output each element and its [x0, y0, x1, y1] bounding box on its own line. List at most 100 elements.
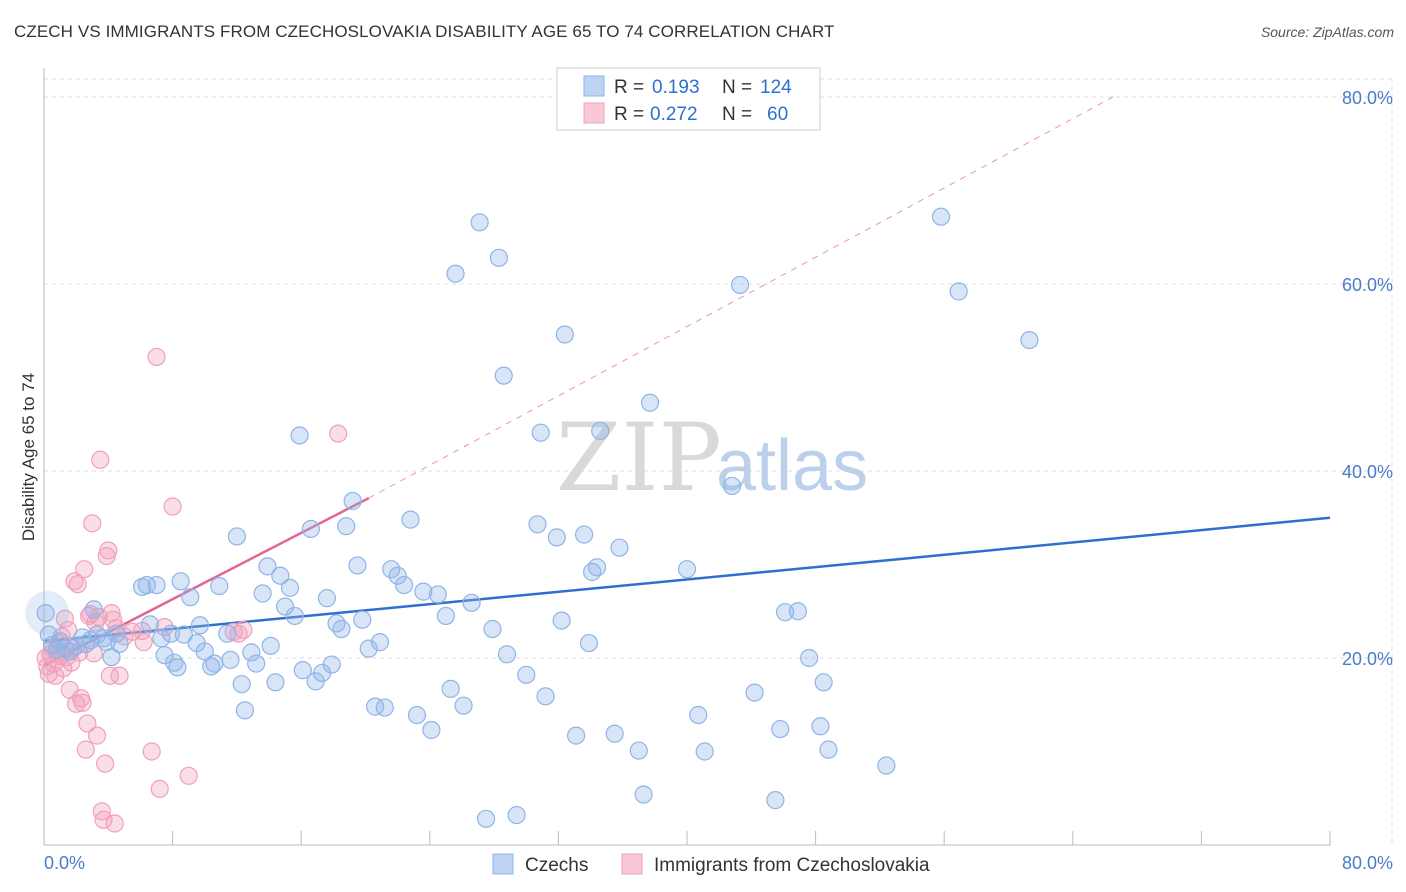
- point-czechs: [155, 646, 174, 665]
- point-czechs: [1020, 331, 1039, 350]
- point-immigrants: [123, 622, 142, 641]
- point-czechs: [605, 724, 624, 743]
- watermark: ZIP atlas: [556, 404, 868, 513]
- point-czechs: [745, 683, 764, 702]
- point-czechs: [689, 705, 708, 725]
- point-czechs: [640, 393, 660, 412]
- point-czechs: [517, 665, 536, 684]
- point-czechs: [218, 624, 237, 643]
- point-czechs: [168, 658, 187, 677]
- legend-swatch-immigrants-bottom: [621, 853, 643, 875]
- point-czechs: [470, 213, 489, 232]
- legend-swatch-immigrants: [583, 102, 605, 124]
- point-immigrants: [110, 666, 129, 685]
- point-immigrants: [68, 575, 87, 594]
- point-immigrants: [134, 633, 153, 652]
- point-immigrants: [55, 609, 74, 628]
- point-czechs: [171, 572, 190, 591]
- point-immigrants: [99, 541, 118, 560]
- point-czechs: [788, 602, 808, 621]
- legend-swatch-czechs-bottom: [492, 853, 514, 875]
- point-immigrants: [142, 742, 161, 761]
- point-czechs: [497, 645, 517, 664]
- point-czechs: [489, 248, 509, 267]
- point-czechs: [55, 639, 74, 658]
- legend-n-value-2: 60: [767, 104, 788, 125]
- point-czechs: [210, 576, 229, 596]
- axes: [43, 68, 1331, 846]
- point-czechs: [634, 785, 653, 804]
- trend-lines: [43, 96, 1331, 667]
- point-immigrants: [83, 514, 102, 533]
- point-immigrants: [95, 754, 115, 773]
- point-immigrants: [100, 666, 120, 685]
- point-czechs: [348, 556, 367, 575]
- point-czechs: [370, 633, 390, 652]
- point-czechs: [446, 264, 465, 283]
- point-immigrants: [234, 620, 253, 640]
- point-czechs: [775, 603, 795, 622]
- legend-n-value-1: 124: [760, 77, 792, 98]
- point-czechs: [536, 687, 555, 706]
- y-tick-label: 40.0%: [1342, 462, 1393, 482]
- point-czechs: [677, 560, 697, 579]
- point-czechs: [507, 805, 526, 825]
- point-czechs: [285, 606, 304, 626]
- y-tick-label: 80.0%: [1342, 88, 1393, 108]
- point-czechs: [161, 624, 181, 643]
- point-czechs: [353, 610, 372, 629]
- point-immigrants: [73, 693, 92, 712]
- legend-r-label-2: R =: [614, 104, 644, 125]
- point-immigrants: [155, 618, 174, 637]
- point-czechs: [819, 740, 838, 759]
- source-label: Source: ZipAtlas.com: [1260, 24, 1394, 40]
- point-czechs: [931, 207, 951, 226]
- point-czechs: [280, 578, 300, 597]
- point-czechs: [293, 661, 312, 680]
- point-czechs: [258, 557, 277, 576]
- point-czechs: [422, 720, 441, 740]
- point-czechs: [547, 528, 566, 547]
- point-czechs: [949, 282, 968, 301]
- point-immigrants: [75, 560, 94, 579]
- point-czechs: [388, 566, 407, 585]
- point-immigrants: [150, 779, 169, 799]
- point-czechs: [107, 624, 126, 643]
- point-czechs: [555, 325, 574, 344]
- y-tick-label: 20.0%: [1342, 649, 1393, 669]
- point-czechs-cluster: [25, 591, 70, 636]
- point-czechs: [375, 698, 394, 717]
- x-tick-label: 80.0%: [1342, 853, 1393, 873]
- point-immigrants: [163, 497, 182, 516]
- point-czechs: [36, 604, 55, 623]
- point-czechs: [800, 648, 819, 668]
- point-czechs: [428, 585, 447, 604]
- point-immigrants: [67, 694, 86, 713]
- point-czechs: [579, 633, 599, 653]
- point-czechs: [276, 597, 295, 616]
- point-czechs: [147, 575, 166, 595]
- point-immigrants: [94, 810, 113, 829]
- point-immigrants: [76, 740, 95, 759]
- point-czechs: [202, 657, 221, 676]
- point-czechs: [454, 696, 473, 715]
- y-axis-title: Disability Age 65 to 74: [19, 373, 38, 541]
- point-czechs: [343, 491, 362, 511]
- point-czechs: [436, 606, 455, 626]
- point-czechs: [84, 600, 103, 619]
- watermark-zip: ZIP: [556, 404, 722, 513]
- point-czechs: [205, 654, 224, 673]
- stats-legend: R = 0.193 N = 124 R = 0.272 N = 60: [556, 67, 821, 131]
- point-czechs: [322, 655, 341, 674]
- point-czechs: [382, 560, 401, 579]
- point-czechs: [110, 634, 129, 654]
- tick-labels: 20.0% 40.0% 60.0% 80.0% 0.0% 80.0%: [44, 88, 1393, 873]
- point-czechs: [552, 611, 571, 630]
- point-czechs: [483, 619, 502, 639]
- point-czechs: [221, 650, 240, 669]
- point-czechs: [722, 476, 742, 496]
- point-czechs: [695, 742, 714, 761]
- point-czechs: [301, 519, 320, 539]
- legend-r-value-1: 0.193: [652, 77, 700, 98]
